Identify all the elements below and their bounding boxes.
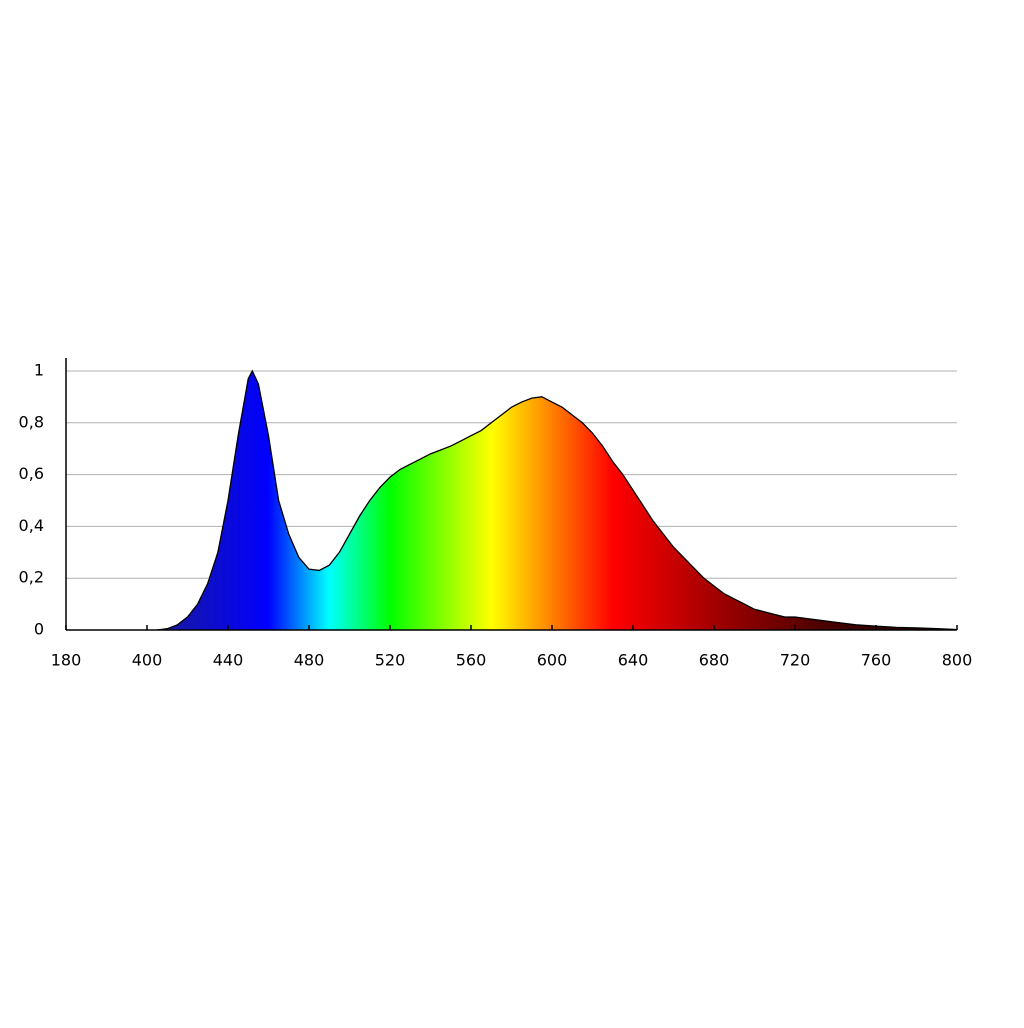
x-tick-label: 400 [132, 651, 163, 670]
y-tick-label: 0,4 [19, 516, 44, 535]
x-tick-label: 640 [618, 651, 649, 670]
y-tick-label: 1 [34, 360, 44, 379]
y-tick-label: 0,8 [19, 412, 44, 431]
y-tick-label: 0 [34, 620, 44, 639]
spectrum-line [157, 369, 958, 631]
x-tick-label: 440 [213, 651, 244, 670]
y-tick-label: 0,6 [19, 464, 44, 483]
x-tick-label: 480 [294, 651, 325, 670]
x-tick-label: 180 [51, 651, 82, 670]
x-tick-label: 800 [942, 651, 973, 670]
x-tick-label: 760 [861, 651, 892, 670]
x-tick-label: 600 [537, 651, 568, 670]
x-tick-label: 520 [375, 651, 406, 670]
x-tick-label: 720 [780, 651, 811, 670]
y-tick-label: 0,2 [19, 568, 44, 587]
x-tick-label: 680 [699, 651, 730, 670]
x-tick-label: 560 [456, 651, 487, 670]
spectrum-area [157, 370, 957, 630]
